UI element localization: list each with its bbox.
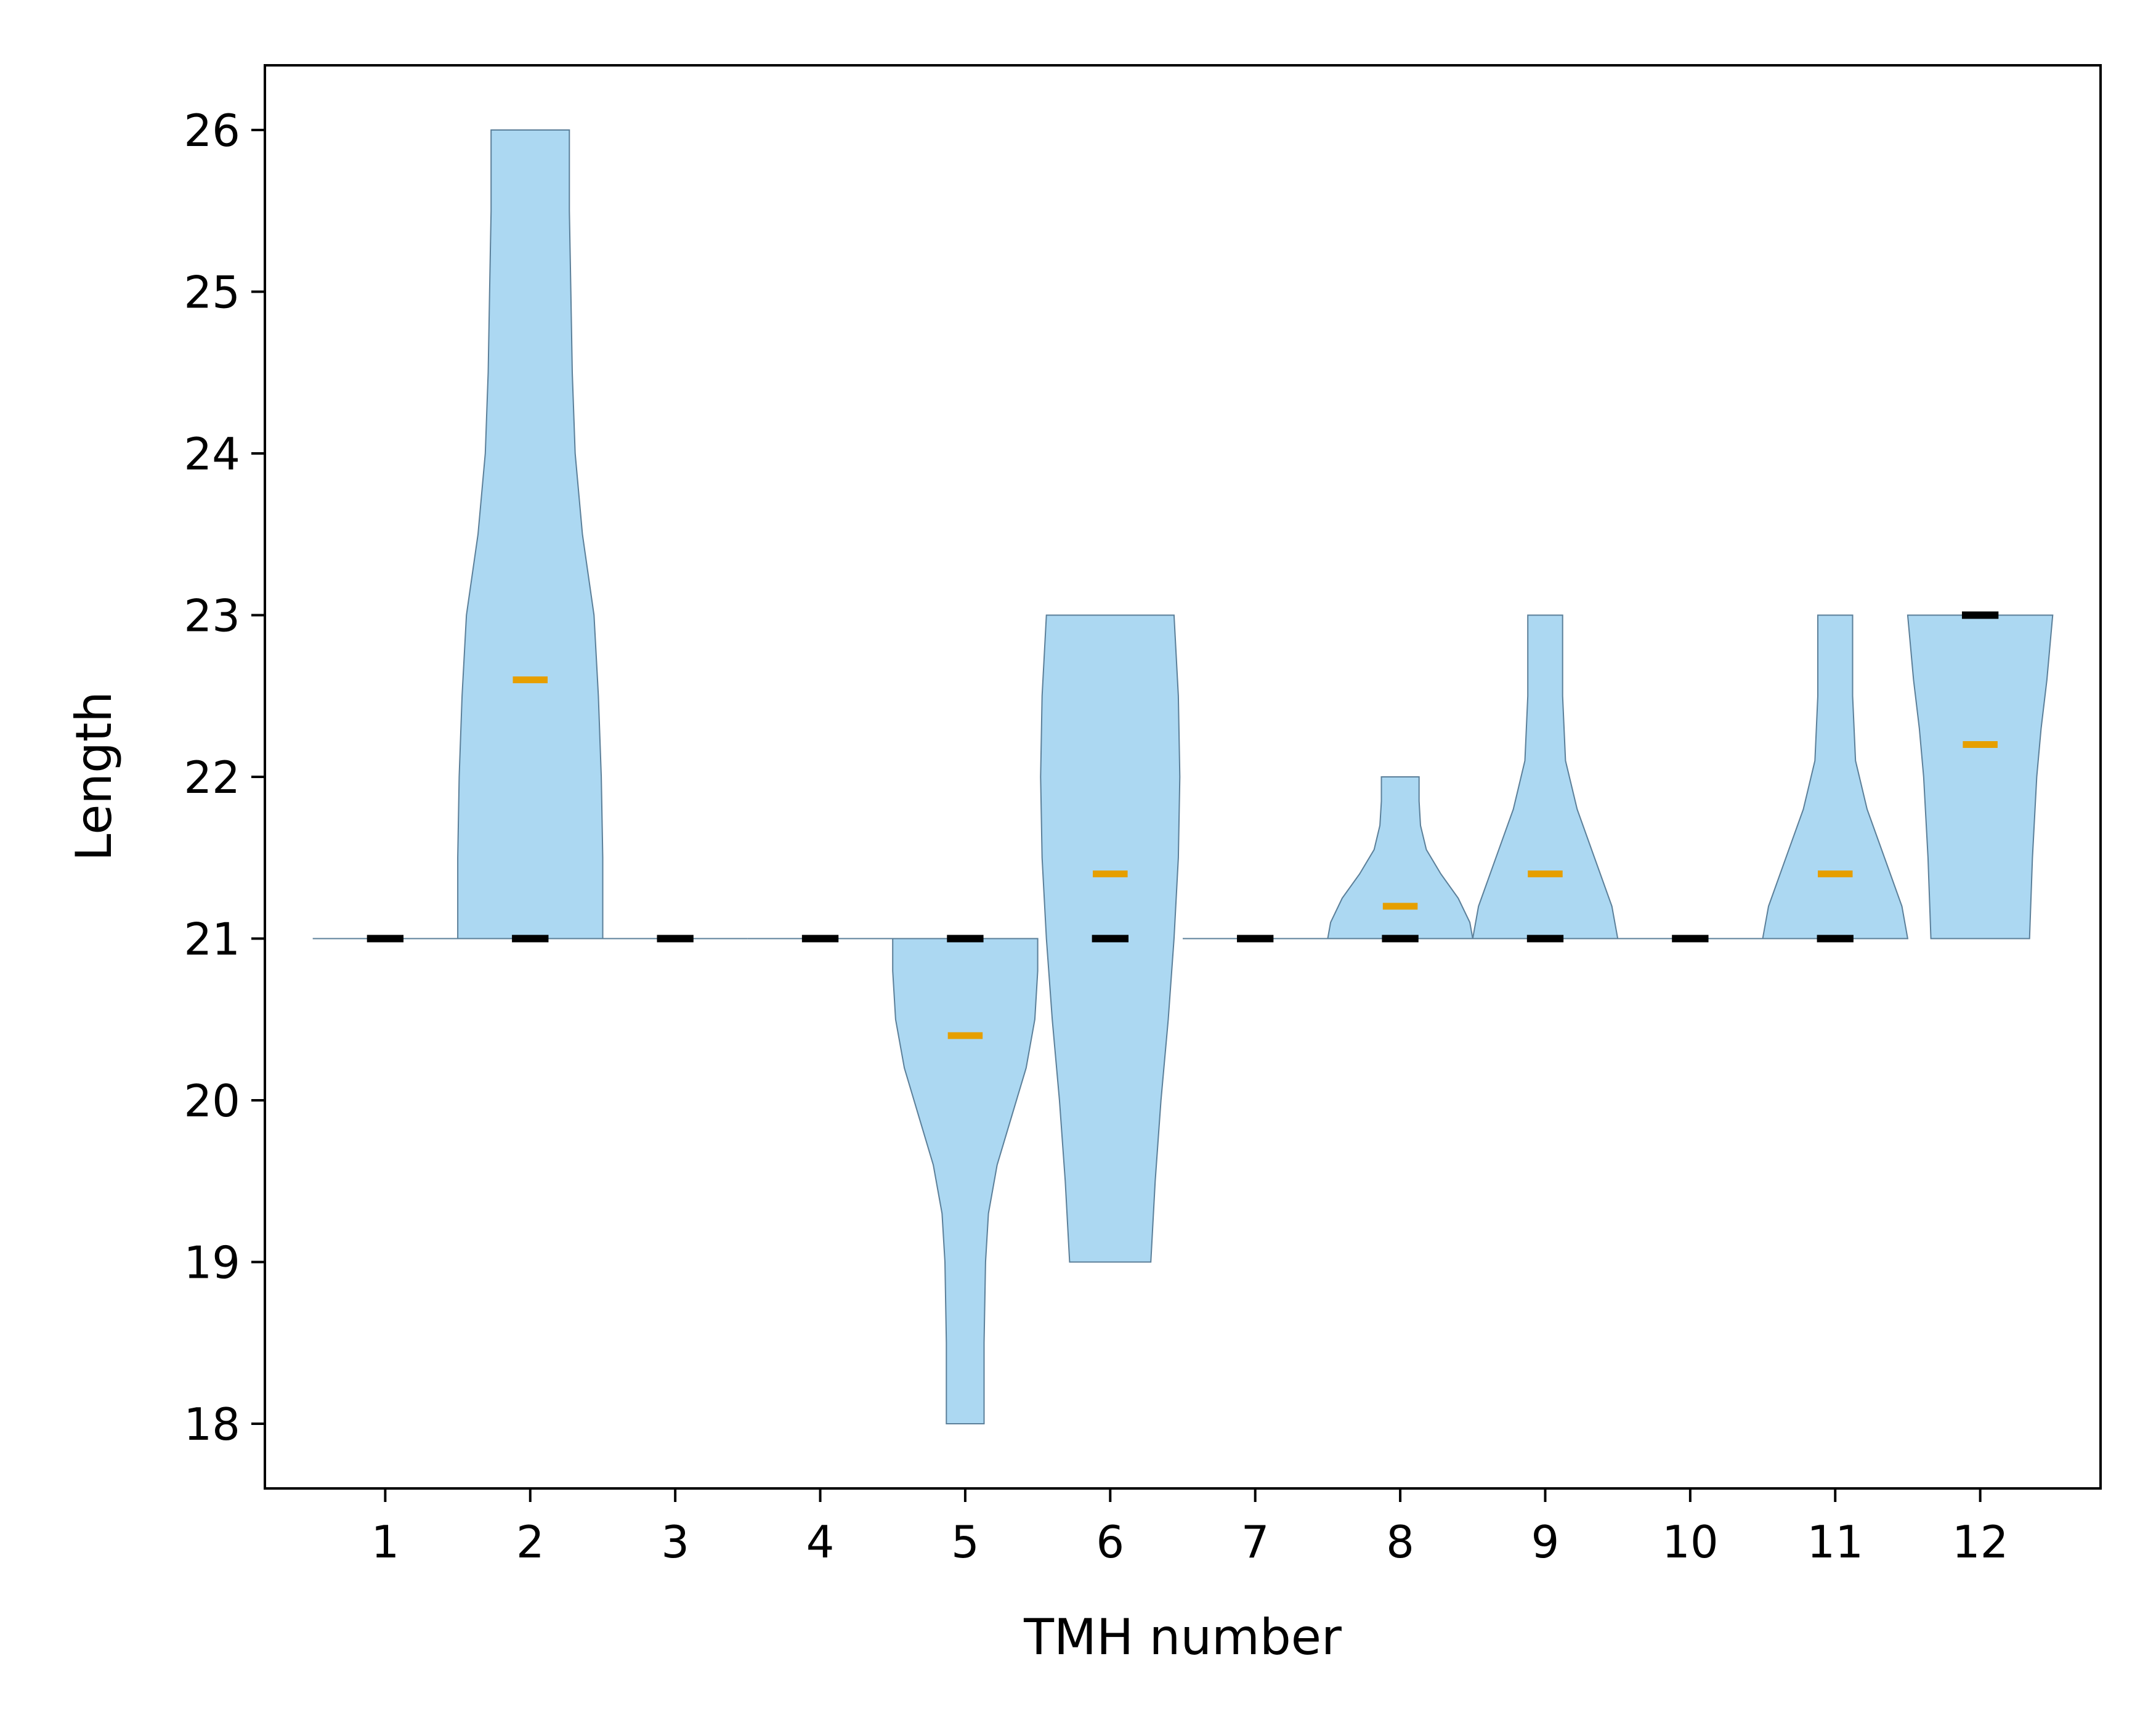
x-tick-label: 3 xyxy=(661,1516,689,1568)
violin-body xyxy=(1472,614,1619,940)
x-tick-label: 9 xyxy=(1531,1516,1560,1568)
y-tick-label: 18 xyxy=(184,1398,240,1450)
y-tick-label: 25 xyxy=(184,267,240,319)
y-tick-label: 24 xyxy=(184,428,240,480)
violin-body xyxy=(457,129,604,940)
x-tick-label: 10 xyxy=(1662,1516,1719,1568)
violin-body xyxy=(892,938,1039,1424)
y-tick-label: 20 xyxy=(184,1075,240,1127)
violin-body xyxy=(1762,614,1909,940)
x-tick-label: 2 xyxy=(516,1516,545,1568)
y-axis-label: Length xyxy=(65,691,123,861)
x-tick-label: 11 xyxy=(1807,1516,1863,1568)
x-axis-label: TMH number xyxy=(1023,1609,1342,1666)
violin-body xyxy=(1907,614,2054,940)
x-tick-label: 12 xyxy=(1952,1516,2009,1568)
markers-layer xyxy=(367,611,1999,1039)
y-tick-label: 26 xyxy=(184,105,240,156)
violin-body xyxy=(1327,776,1473,940)
x-tick-label: 8 xyxy=(1386,1516,1414,1568)
y-tick-label: 22 xyxy=(184,752,240,803)
x-tick-label: 4 xyxy=(806,1516,835,1568)
y-axis: 18 19 20 21 22 23 24 25 26 xyxy=(184,105,265,1450)
x-axis: 1 2 3 4 5 6 7 8 9 10 11 12 xyxy=(371,1488,2008,1568)
violins-layer xyxy=(312,129,2054,1424)
x-tick-label: 6 xyxy=(1096,1516,1124,1568)
x-tick-label: 7 xyxy=(1241,1516,1270,1568)
y-tick-label: 23 xyxy=(184,590,240,642)
y-tick-label: 19 xyxy=(184,1237,240,1289)
x-tick-label: 5 xyxy=(951,1516,979,1568)
x-tick-label: 1 xyxy=(371,1516,399,1568)
y-tick-label: 21 xyxy=(184,914,240,965)
